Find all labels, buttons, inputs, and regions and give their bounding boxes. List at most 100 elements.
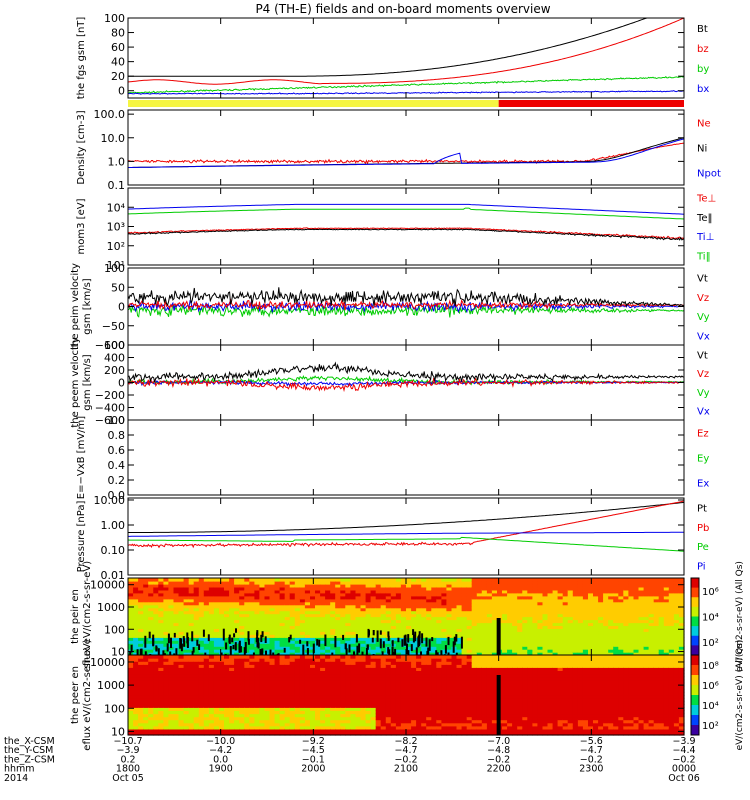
- heatmap-cell: [431, 628, 437, 632]
- heatmap-cell: [138, 583, 144, 588]
- heatmap-cell: [264, 601, 271, 606]
- heatmap-cell: [522, 604, 528, 609]
- heatmap-cell: [552, 634, 559, 638]
- heatmap-cell: [668, 619, 675, 624]
- heatmap-cell: [148, 610, 154, 615]
- heatmap-cell: [208, 722, 215, 727]
- heatmap-cell: [299, 581, 306, 585]
- heatmap-cell: [613, 581, 619, 585]
- heatmap-cell: [148, 631, 154, 635]
- heatmap-cell: [340, 607, 346, 612]
- heatmap-cell: [304, 586, 311, 591]
- heatmap-cell: [476, 622, 483, 626]
- heatmap-cell: [143, 607, 149, 612]
- heatmap-cell: [219, 628, 225, 632]
- heatmap-cell: [310, 592, 316, 597]
- heatmap-cell: [239, 649, 245, 653]
- heatmap-cell: [320, 628, 326, 632]
- heatmap-cell: [335, 622, 341, 626]
- heatmap-gap: [256, 632, 259, 640]
- heatmap-cell: [476, 604, 483, 609]
- heatmap-cell: [213, 610, 220, 615]
- heatmap-cell: [193, 625, 200, 629]
- heatmap-cell: [244, 598, 250, 603]
- heatmap-cell: [153, 601, 159, 606]
- heatmap-cell: [350, 595, 357, 600]
- heatmap-cell: [507, 598, 513, 603]
- heatmap-cell: [315, 707, 321, 711]
- heatmap-cell: [133, 592, 139, 597]
- heatmap-cell: [264, 631, 271, 635]
- heatmap-cell: [355, 701, 362, 705]
- heatmap-cell: [239, 655, 245, 659]
- heatmap-cell: [294, 725, 301, 730]
- heatmap-cell: [512, 646, 518, 650]
- heatmap-cell: [299, 578, 306, 582]
- heatmap-cell: [198, 691, 205, 696]
- heatmap-cell: [284, 716, 291, 721]
- heatmap-cell: [426, 589, 432, 594]
- heatmap-gap: [299, 639, 302, 644]
- heatmap-gap: [428, 639, 431, 651]
- heatmap-cell: [380, 610, 387, 615]
- heatmap-cell: [653, 646, 660, 650]
- heatmap-cell: [320, 652, 326, 656]
- heatmap-cell: [188, 701, 195, 705]
- heatmap-cell: [294, 643, 301, 647]
- heatmap-cell: [390, 631, 397, 635]
- heatmap-cell: [375, 619, 382, 624]
- heatmap-cell: [234, 664, 240, 668]
- heatmap-cell: [289, 583, 296, 588]
- heatmap-cell: [325, 652, 331, 656]
- heatmap-cell: [370, 685, 377, 690]
- heatmap-cell: [557, 592, 564, 597]
- heatmap-gap: [348, 644, 351, 653]
- heatmap-cell: [128, 578, 134, 582]
- panel-7-ytick-label: 10: [111, 646, 125, 659]
- heatmap-cell: [421, 716, 427, 721]
- heatmap-cell: [143, 667, 149, 671]
- heatmap-cell: [370, 719, 377, 724]
- heatmap-cell: [411, 619, 417, 624]
- heatmap-cell: [320, 716, 326, 721]
- heatmap-cell: [400, 649, 407, 653]
- heatmap-cell: [522, 616, 528, 621]
- heatmap-cell: [239, 613, 245, 618]
- heatmap-cell: [148, 637, 154, 641]
- heatmap-cell: [360, 731, 367, 736]
- heatmap-cell: [325, 581, 331, 585]
- heatmap-cell: [431, 676, 437, 681]
- heatmap-cell: [274, 685, 281, 690]
- heatmap-cell: [390, 685, 397, 690]
- heatmap-cell: [355, 610, 362, 615]
- heatmap-cell: [390, 716, 397, 721]
- heatmap-cell: [153, 710, 159, 715]
- heatmap-cell: [224, 664, 230, 668]
- heatmap-cell: [198, 652, 205, 656]
- heatmap-cell: [360, 628, 367, 632]
- heatmap-cell: [335, 646, 341, 650]
- heatmap-cell: [416, 667, 422, 671]
- heatmap-cell: [168, 658, 175, 662]
- heatmap-cell: [350, 607, 357, 612]
- heatmap-cell: [355, 682, 362, 687]
- heatmap-cell: [239, 722, 245, 727]
- heatmap-cell: [446, 634, 453, 638]
- heatmap-cell: [213, 661, 220, 665]
- heatmap-cell: [203, 716, 210, 721]
- heatmap-gap: [173, 632, 176, 638]
- heatmap-cell: [239, 661, 245, 665]
- heatmap-cell: [163, 667, 170, 671]
- heatmap-cell: [436, 655, 442, 659]
- heatmap-cell: [512, 613, 518, 618]
- heatmap-cell: [224, 610, 230, 615]
- heatmap-cell: [264, 619, 271, 624]
- heatmap-cell: [400, 728, 407, 733]
- heatmap-cell: [158, 667, 164, 671]
- heatmap-cell: [431, 713, 437, 718]
- heatmap-cell: [168, 707, 175, 711]
- heatmap-cell: [128, 581, 134, 585]
- heatmap-cell: [330, 586, 336, 591]
- heatmap-cell: [279, 616, 286, 621]
- heatmap-cell: [219, 578, 225, 582]
